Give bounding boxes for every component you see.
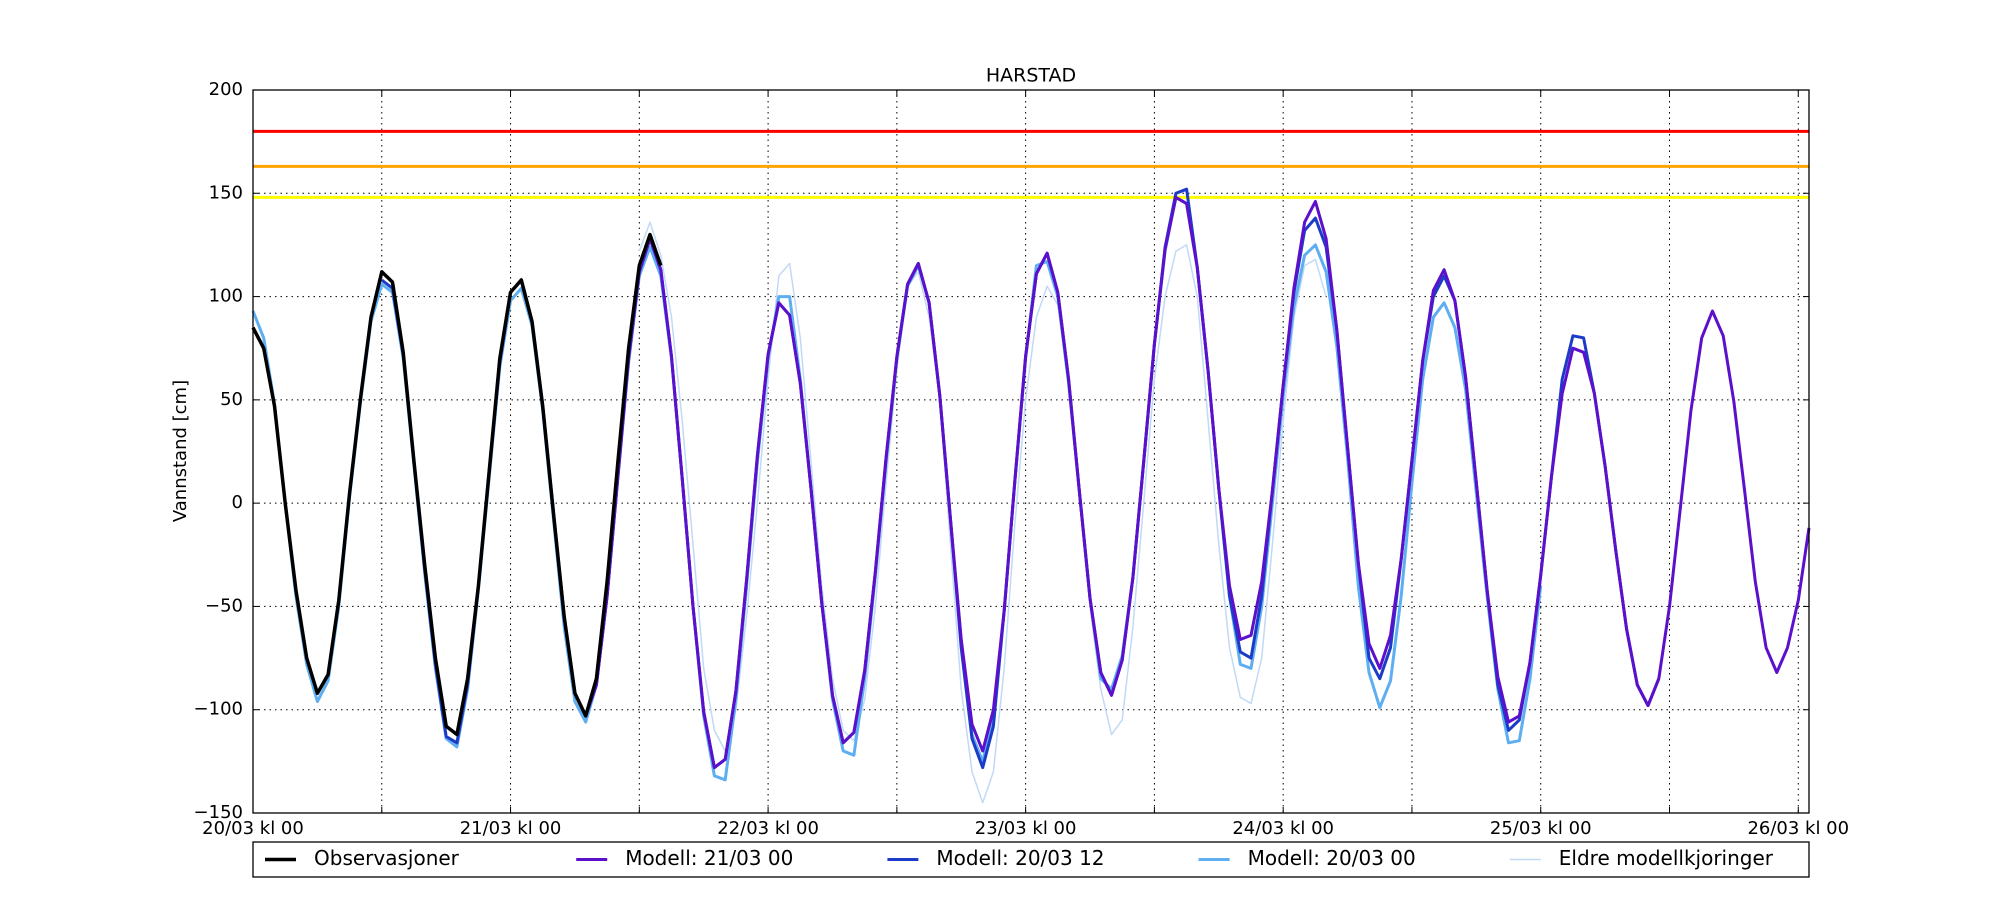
y-tick-label: −150 [194, 802, 243, 823]
y-tick-label: 200 [209, 79, 243, 100]
x-tick-label: 20/03 kl 00 [202, 818, 304, 839]
series-line [509, 195, 1811, 770]
chart-title: HARSTAD [986, 65, 1076, 87]
x-tick-label: 22/03 kl 00 [717, 818, 819, 839]
y-tick-label: 150 [209, 182, 243, 203]
legend-label: Observasjoner [314, 846, 460, 870]
legend-label: Modell: 20/03 00 [1248, 846, 1416, 870]
y-tick-label: −100 [194, 699, 243, 720]
legend-label: Eldre modellkjoringer [1559, 846, 1774, 870]
legend-label: Modell: 21/03 00 [625, 846, 793, 870]
x-tick-label: 25/03 kl 00 [1490, 818, 1592, 839]
y-tick-label: 100 [209, 286, 243, 307]
legend-label: Modell: 20/03 12 [936, 846, 1104, 870]
series-line [638, 221, 1327, 804]
legend-box [252, 841, 1810, 878]
x-tick-label: 21/03 kl 00 [460, 818, 562, 839]
y-tick-label: 50 [220, 389, 243, 410]
series-line [251, 232, 663, 737]
x-tick-label: 24/03 kl 00 [1232, 818, 1334, 839]
x-tick-label: 23/03 kl 00 [975, 818, 1077, 839]
y-tick-label: −50 [205, 595, 243, 616]
y-tick-label: 0 [232, 492, 243, 513]
x-tick-label: 26/03 kl 00 [1747, 818, 1849, 839]
y-axis-label: Vannstand [cm] [170, 380, 191, 522]
plot-frame [252, 89, 1810, 814]
